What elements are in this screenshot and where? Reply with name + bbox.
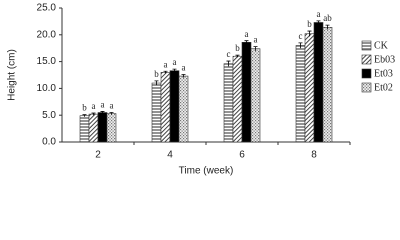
x-tick-label: 2 (95, 150, 101, 161)
y-tick-label: 20.0 (37, 29, 57, 40)
significance-letter: c (227, 49, 231, 59)
error-bar (109, 112, 114, 115)
error-bar (181, 74, 186, 78)
significance-letter: a (110, 101, 114, 111)
legend-label: CK (374, 40, 389, 51)
error-bar (100, 111, 105, 114)
legend-swatch (361, 82, 372, 93)
significance-letter: a (164, 59, 168, 69)
legend-swatch (361, 54, 372, 65)
error-bar (253, 46, 258, 51)
bar (160, 72, 171, 143)
error-bar (163, 70, 168, 74)
error-bar (244, 40, 249, 44)
y-tick-label: 0.0 (42, 137, 56, 148)
significance-letter: b (154, 69, 159, 79)
error-bar (325, 24, 330, 30)
significance-letter: b (235, 43, 240, 53)
bar (178, 75, 189, 143)
significance-letter: b (82, 103, 87, 113)
error-bar (82, 114, 87, 117)
bar (223, 63, 234, 143)
significance-letter: a (245, 29, 249, 39)
bar (151, 82, 162, 143)
significance-letter: a (317, 9, 321, 19)
error-bar (226, 60, 231, 67)
significance-letter: c (299, 31, 303, 41)
chart: Height (cm) Time (week) 0.0 5.0 10.0 15.0 20… (7, 3, 395, 177)
error-bar (307, 30, 312, 37)
bar (295, 45, 306, 143)
x-tick-label: 4 (167, 150, 173, 161)
error-bar (91, 112, 96, 116)
page: {"chart_data":{"type":"bar","x_label":"T… (6, 2, 396, 177)
bar (88, 113, 99, 143)
error-bar (154, 80, 159, 86)
error-bar (172, 68, 177, 73)
y-tick-label: 5.0 (42, 110, 56, 121)
bar (79, 115, 90, 143)
bar (313, 22, 324, 143)
x-tick-label: 6 (239, 150, 245, 161)
bar (169, 70, 180, 143)
y-tick-label: 10.0 (37, 83, 57, 94)
legend-label: Et03 (374, 68, 393, 79)
significance-letter: a (254, 35, 258, 45)
bar (106, 113, 117, 143)
bar (241, 42, 252, 143)
x-axis-title: Time (week) (179, 166, 234, 177)
y-tick-label: 15.0 (37, 56, 57, 67)
significance-letter: b (307, 19, 312, 29)
bar (322, 26, 333, 143)
legend-label: Et02 (374, 82, 393, 93)
significance-letter: a (101, 100, 105, 110)
y-tick-label: 25.0 (37, 3, 57, 14)
bar (304, 33, 315, 143)
significance-letter: ab (323, 13, 332, 23)
bar (250, 48, 261, 143)
legend-swatch (361, 40, 372, 51)
significance-letter: a (92, 101, 96, 111)
error-bar (316, 20, 321, 25)
significance-letter: a (173, 57, 177, 67)
legend-label: Eb03 (374, 54, 395, 65)
y-axis-title: Height (cm) (7, 49, 18, 101)
error-bar (298, 42, 303, 49)
significance-letter: a (182, 63, 186, 73)
error-bar (235, 54, 240, 58)
x-tick-label: 8 (311, 150, 317, 161)
bar (232, 55, 243, 143)
bar (97, 112, 108, 143)
legend-swatch (361, 68, 372, 79)
